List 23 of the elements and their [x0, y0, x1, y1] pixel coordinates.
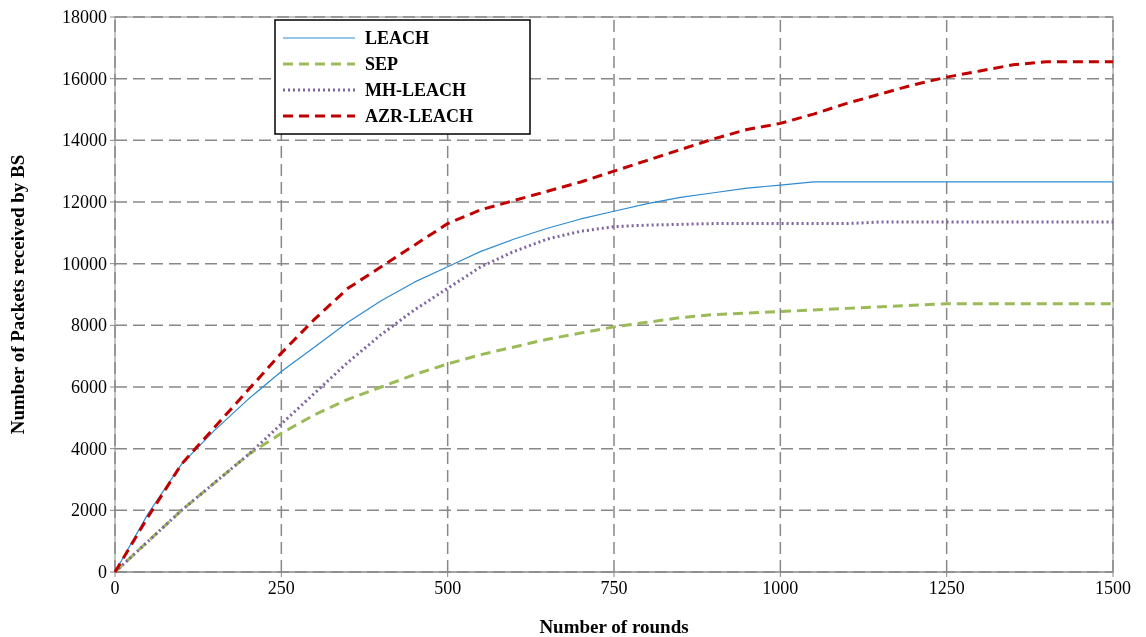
y-tick-label: 10000 [62, 253, 107, 274]
x-tick-label: 1250 [928, 578, 965, 598]
x-tick-label: 1500 [1095, 578, 1131, 598]
x-tick-label: 500 [434, 578, 462, 598]
legend-label: MH-LEACH [365, 80, 466, 100]
y-tick-label: 2000 [71, 500, 107, 521]
y-tick-label: 12000 [62, 192, 107, 212]
x-tick-label: 1000 [762, 578, 799, 598]
legend-label: SEP [365, 54, 399, 74]
x-axis-title: Number of rounds [539, 616, 689, 637]
x-tick-label: 0 [110, 578, 120, 598]
y-tick-label: 18000 [62, 7, 107, 27]
legend-label: AZR-LEACH [365, 106, 474, 126]
x-tick-label: 250 [267, 578, 295, 598]
y-axis-title: Number of Packets received by BS [7, 154, 28, 435]
y-tick-label: 0 [98, 562, 107, 582]
x-tick-label: 750 [600, 578, 628, 598]
y-tick-label: 14000 [62, 130, 107, 151]
y-tick-label: 4000 [71, 438, 107, 459]
y-tick-label: 8000 [71, 315, 107, 336]
y-tick-label: 6000 [71, 377, 107, 397]
legend-label: LEACH [365, 28, 430, 48]
y-tick-label: 16000 [62, 68, 107, 89]
